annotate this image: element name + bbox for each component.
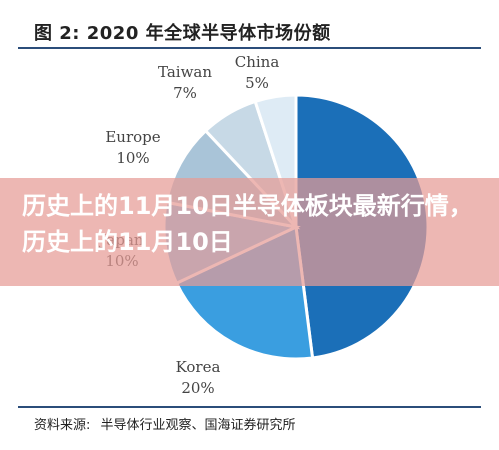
source-note: 资料来源: 半导体行业观察、国海证券研究所 xyxy=(34,414,302,433)
slice-label-europe: Europe xyxy=(105,128,160,146)
slice-value-korea: 20% xyxy=(181,379,214,397)
slice-value-china: 5% xyxy=(245,74,269,92)
slice-value-europe: 10% xyxy=(116,149,149,167)
slice-label-korea: Korea xyxy=(176,358,221,376)
source-label: 资料来源: xyxy=(34,418,91,433)
overlay-banner-text: 历史上的11月10日半导体板块最新行情，历史上的11月10日 xyxy=(22,192,473,256)
chart-title: 图 2: 2020 年全球半导体市场份额 xyxy=(34,23,331,44)
slice-label-china: China xyxy=(235,53,280,71)
slice-label-taiwan: Taiwan xyxy=(158,63,212,81)
title-rule xyxy=(18,47,481,49)
overlay-banner xyxy=(0,178,499,286)
source-rule xyxy=(18,406,481,408)
slice-value-taiwan: 7% xyxy=(173,84,197,102)
source-text: 半导体行业观察、国海证券研究所 xyxy=(100,418,296,433)
